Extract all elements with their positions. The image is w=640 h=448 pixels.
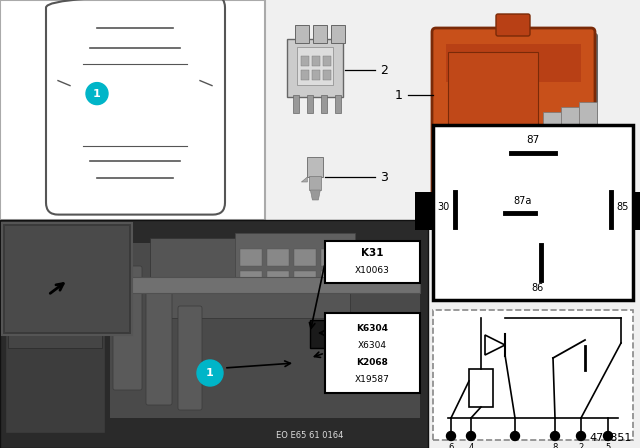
Bar [0, 220, 428, 448]
Bar [298, 47, 333, 85]
Bar [325, 313, 420, 393]
Text: 30: 30 [437, 202, 449, 212]
Text: 87: 87 [526, 135, 540, 145]
Bar [415, 191, 433, 230]
Text: 86: 86 [531, 283, 543, 293]
Circle shape [604, 431, 612, 440]
Bar [633, 191, 640, 230]
Bar [294, 249, 316, 266]
Bar [543, 112, 561, 177]
Bar [301, 70, 309, 80]
Bar [332, 25, 346, 43]
Circle shape [467, 431, 476, 440]
Bar [150, 238, 350, 318]
Text: X6304: X6304 [358, 340, 387, 349]
FancyBboxPatch shape [432, 28, 595, 196]
Text: 1: 1 [93, 89, 101, 99]
Text: 87a: 87a [514, 196, 532, 206]
Text: K2068: K2068 [356, 358, 388, 366]
Text: X10063: X10063 [355, 266, 389, 275]
Bar [312, 70, 321, 80]
Circle shape [197, 360, 223, 386]
Bar [312, 56, 321, 66]
Text: 1: 1 [206, 368, 214, 378]
Bar [235, 233, 355, 293]
Bar [2, 223, 132, 335]
Bar [433, 125, 633, 300]
Bar [307, 157, 323, 177]
Text: K31: K31 [361, 248, 383, 258]
Circle shape [86, 82, 108, 104]
Bar [446, 44, 581, 82]
Bar [110, 243, 420, 418]
Bar [321, 249, 343, 266]
Text: 1: 1 [395, 89, 403, 102]
Text: EO E65 61 0164: EO E65 61 0164 [276, 431, 344, 440]
Bar [321, 95, 328, 113]
Text: K6304: K6304 [356, 323, 388, 332]
FancyBboxPatch shape [437, 33, 598, 199]
Bar [335, 95, 341, 113]
Bar [433, 310, 633, 440]
Bar [294, 271, 316, 288]
FancyBboxPatch shape [178, 306, 202, 410]
Bar [323, 70, 332, 80]
Bar [296, 25, 309, 43]
FancyBboxPatch shape [146, 291, 172, 405]
Circle shape [511, 431, 520, 440]
Bar [325, 241, 420, 283]
Text: 3: 3 [380, 171, 388, 184]
Bar [301, 56, 309, 66]
Bar [293, 95, 300, 113]
Bar [314, 25, 328, 43]
Bar [5, 253, 105, 433]
Bar [5, 277, 420, 293]
Bar [310, 320, 342, 348]
Bar [323, 56, 332, 66]
Text: 6: 6 [448, 443, 454, 448]
Bar [469, 369, 493, 407]
Bar [240, 271, 262, 288]
Bar [8, 258, 102, 348]
Text: 4: 4 [468, 443, 474, 448]
FancyBboxPatch shape [496, 14, 530, 36]
Bar [561, 166, 579, 184]
Circle shape [447, 431, 456, 440]
Bar [307, 95, 314, 113]
Text: 470851: 470851 [589, 433, 632, 443]
Text: 5: 5 [605, 443, 611, 448]
Bar [561, 107, 579, 162]
Polygon shape [310, 190, 321, 200]
Text: 2: 2 [579, 443, 584, 448]
Bar [287, 39, 344, 97]
Text: 2: 2 [380, 64, 388, 77]
Polygon shape [301, 177, 307, 182]
Bar [240, 249, 262, 266]
Bar [309, 176, 321, 190]
FancyBboxPatch shape [113, 266, 142, 390]
Bar [267, 271, 289, 288]
Bar [321, 271, 343, 288]
Bar [267, 249, 289, 266]
Circle shape [577, 431, 586, 440]
Bar [579, 102, 597, 147]
Bar [5, 226, 129, 332]
Text: 85: 85 [617, 202, 629, 212]
Circle shape [550, 431, 559, 440]
Text: 8: 8 [552, 443, 557, 448]
Bar [0, 0, 266, 220]
Bar [448, 52, 538, 174]
Text: X19587: X19587 [355, 375, 389, 383]
